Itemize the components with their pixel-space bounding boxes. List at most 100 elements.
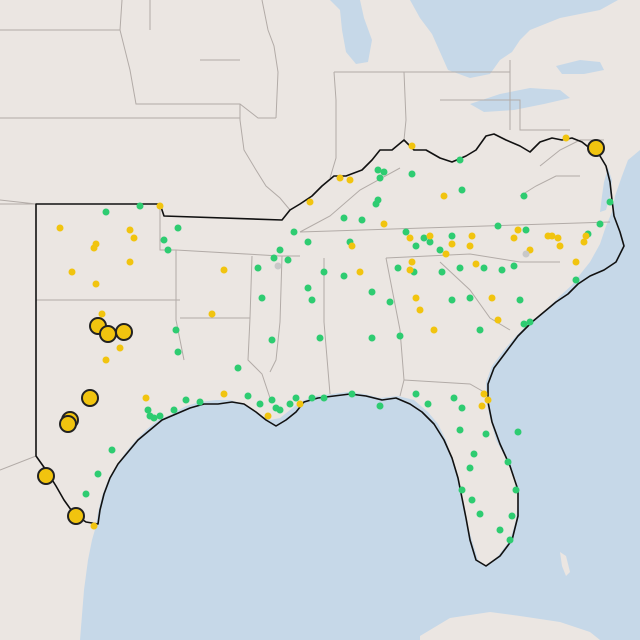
marker-yellow-49[interactable]	[480, 390, 488, 398]
marker-green-54[interactable]	[284, 256, 292, 264]
marker-green-8[interactable]	[276, 246, 284, 254]
marker-yellow-23[interactable]	[380, 220, 388, 228]
marker-green-65[interactable]	[150, 414, 158, 422]
marker-green-93[interactable]	[514, 428, 522, 436]
marker-green-13[interactable]	[374, 166, 382, 174]
marker-green-99[interactable]	[82, 490, 90, 498]
marker-green-2[interactable]	[174, 224, 182, 232]
marker-yellow-3[interactable]	[126, 258, 134, 266]
marker-green-97[interactable]	[108, 446, 116, 454]
marker-large-1[interactable]	[99, 325, 117, 343]
marker-gray-1[interactable]	[522, 250, 530, 258]
marker-yellow-51[interactable]	[478, 402, 486, 410]
marker-yellow-6[interactable]	[92, 240, 100, 248]
marker-large-3[interactable]	[81, 389, 99, 407]
marker-yellow-13[interactable]	[208, 310, 216, 318]
marker-green-41[interactable]	[596, 220, 604, 228]
marker-green-3[interactable]	[160, 236, 168, 244]
marker-green-39[interactable]	[572, 276, 580, 284]
marker-green-17[interactable]	[402, 228, 410, 236]
marker-green-53[interactable]	[320, 268, 328, 276]
marker-green-14[interactable]	[376, 174, 384, 182]
marker-green-46[interactable]	[368, 334, 376, 342]
marker-green-15[interactable]	[380, 168, 388, 176]
marker-yellow-43[interactable]	[556, 242, 564, 250]
marker-green-33[interactable]	[466, 294, 474, 302]
marker-yellow-46[interactable]	[582, 232, 590, 240]
marker-yellow-20[interactable]	[346, 176, 354, 184]
marker-green-60[interactable]	[196, 398, 204, 406]
marker-green-4[interactable]	[164, 246, 172, 254]
marker-green-85[interactable]	[466, 464, 474, 472]
marker-yellow-22[interactable]	[356, 268, 364, 276]
marker-large-2[interactable]	[115, 323, 133, 341]
marker-green-52[interactable]	[308, 296, 316, 304]
marker-yellow-19[interactable]	[336, 174, 344, 182]
marker-yellow-21[interactable]	[348, 242, 356, 250]
marker-green-26[interactable]	[520, 192, 528, 200]
marker-yellow-14[interactable]	[142, 394, 150, 402]
marker-yellow-47[interactable]	[562, 134, 570, 142]
marker-yellow-50[interactable]	[484, 396, 492, 404]
marker-green-51[interactable]	[304, 284, 312, 292]
marker-green-82[interactable]	[456, 426, 464, 434]
marker-green-68[interactable]	[256, 400, 264, 408]
marker-yellow-18[interactable]	[306, 198, 314, 206]
marker-green-87[interactable]	[476, 510, 484, 518]
marker-green-91[interactable]	[512, 486, 520, 494]
marker-green-79[interactable]	[424, 400, 432, 408]
marker-yellow-24[interactable]	[406, 234, 414, 242]
marker-green-18[interactable]	[412, 242, 420, 250]
marker-large-8[interactable]	[587, 139, 605, 157]
marker-green-0[interactable]	[102, 208, 110, 216]
marker-green-84[interactable]	[470, 450, 478, 458]
marker-green-22[interactable]	[448, 232, 456, 240]
marker-green-66[interactable]	[156, 412, 164, 420]
marker-green-20[interactable]	[426, 238, 434, 246]
marker-yellow-39[interactable]	[514, 226, 522, 234]
marker-green-77[interactable]	[376, 402, 384, 410]
marker-large-5[interactable]	[59, 415, 77, 433]
marker-green-61[interactable]	[182, 396, 190, 404]
marker-green-45[interactable]	[368, 288, 376, 296]
marker-green-86[interactable]	[458, 486, 466, 494]
marker-green-92[interactable]	[504, 458, 512, 466]
marker-green-50[interactable]	[340, 272, 348, 280]
marker-green-96[interactable]	[372, 200, 380, 208]
marker-yellow-52[interactable]	[440, 192, 448, 200]
marker-green-94[interactable]	[468, 496, 476, 504]
marker-yellow-34[interactable]	[466, 242, 474, 250]
marker-yellow-15[interactable]	[220, 390, 228, 398]
marker-yellow-33[interactable]	[468, 232, 476, 240]
marker-green-43[interactable]	[394, 264, 402, 272]
marker-green-10[interactable]	[304, 238, 312, 246]
marker-green-71[interactable]	[276, 406, 284, 414]
marker-yellow-32[interactable]	[448, 240, 456, 248]
marker-green-12[interactable]	[358, 216, 366, 224]
marker-yellow-44[interactable]	[572, 258, 580, 266]
marker-gray-0[interactable]	[274, 262, 282, 270]
marker-green-90[interactable]	[508, 512, 516, 520]
marker-green-6[interactable]	[254, 264, 262, 272]
marker-yellow-12[interactable]	[220, 266, 228, 274]
marker-yellow-27[interactable]	[412, 294, 420, 302]
marker-green-35[interactable]	[438, 268, 446, 276]
marker-green-81[interactable]	[458, 404, 466, 412]
marker-green-48[interactable]	[386, 298, 394, 306]
marker-yellow-16[interactable]	[264, 412, 272, 420]
marker-yellow-38[interactable]	[510, 234, 518, 242]
marker-green-16[interactable]	[408, 170, 416, 178]
marker-green-89[interactable]	[506, 536, 514, 544]
marker-yellow-25[interactable]	[408, 258, 416, 266]
marker-yellow-2[interactable]	[130, 234, 138, 242]
marker-green-47[interactable]	[396, 332, 404, 340]
marker-green-34[interactable]	[448, 296, 456, 304]
marker-green-62[interactable]	[170, 406, 178, 414]
marker-green-56[interactable]	[316, 334, 324, 342]
marker-yellow-45[interactable]	[580, 238, 588, 246]
marker-green-19[interactable]	[420, 234, 428, 242]
marker-yellow-41[interactable]	[548, 232, 556, 240]
marker-green-36[interactable]	[456, 264, 464, 272]
marker-green-59[interactable]	[234, 364, 242, 372]
marker-green-5[interactable]	[258, 294, 266, 302]
